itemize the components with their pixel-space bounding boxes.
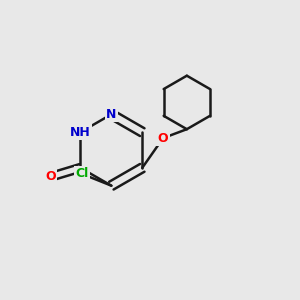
Text: Cl: Cl <box>75 167 88 180</box>
Text: NH: NH <box>70 126 91 139</box>
Text: O: O <box>45 170 56 183</box>
Text: O: O <box>158 132 168 145</box>
Text: N: N <box>106 108 116 121</box>
